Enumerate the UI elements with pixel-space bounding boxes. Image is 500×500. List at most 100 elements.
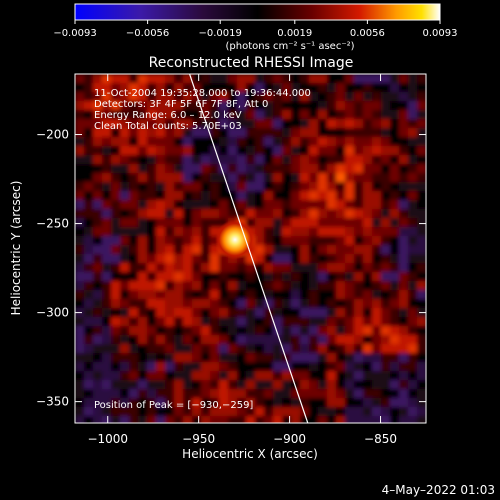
heatmap-cell xyxy=(282,290,292,300)
heatmap-cell xyxy=(399,353,409,363)
heatmap-cell xyxy=(372,407,382,417)
heatmap-cell xyxy=(228,74,238,84)
heatmap-cell xyxy=(93,164,103,174)
heatmap-cell xyxy=(192,272,202,282)
heatmap-cell xyxy=(255,110,265,120)
heatmap-cell xyxy=(390,173,400,183)
heatmap-cell xyxy=(336,398,346,408)
heatmap-cell xyxy=(183,146,193,156)
heatmap-cell xyxy=(93,110,103,120)
heatmap-cell xyxy=(93,362,103,372)
heatmap-cell xyxy=(264,344,274,354)
heatmap-cell xyxy=(363,173,373,183)
heatmap-cell xyxy=(318,128,328,138)
heatmap-cell xyxy=(201,209,211,219)
heatmap-cell xyxy=(183,308,193,318)
heatmap-cell xyxy=(273,407,283,417)
heatmap-cell xyxy=(372,245,382,255)
heatmap-cell xyxy=(363,389,373,399)
heatmap-cell xyxy=(111,119,121,129)
heatmap-cell xyxy=(246,362,256,372)
heatmap-cell xyxy=(165,101,175,111)
heatmap-cell xyxy=(129,326,139,336)
heatmap-cell xyxy=(363,146,373,156)
heatmap-cell xyxy=(93,101,103,111)
heatmap-cell xyxy=(183,236,193,246)
heatmap-cell xyxy=(102,92,112,102)
heatmap-cell xyxy=(147,200,157,210)
heatmap-cell xyxy=(147,308,157,318)
heatmap-cell xyxy=(345,317,355,327)
heatmap-cell xyxy=(174,254,184,264)
heatmap-cell xyxy=(327,92,337,102)
heatmap-cell xyxy=(345,182,355,192)
heatmap-cell xyxy=(129,218,139,228)
heatmap-cell xyxy=(228,317,238,327)
heatmap-cell xyxy=(174,191,184,201)
heatmap-cell xyxy=(237,299,247,309)
heatmap-cell xyxy=(210,74,220,84)
heatmap-cell xyxy=(327,416,337,423)
heatmap-cell xyxy=(381,398,391,408)
heatmap-cell xyxy=(417,335,426,345)
heatmap-cell xyxy=(354,110,364,120)
heatmap-cell xyxy=(210,344,220,354)
heatmap-cell xyxy=(255,101,265,111)
heatmap-cell xyxy=(399,182,409,192)
heatmap-cell xyxy=(120,164,130,174)
heatmap-cell xyxy=(300,389,310,399)
heatmap-cell xyxy=(363,407,373,417)
heatmap-cell xyxy=(174,236,184,246)
heatmap-cell xyxy=(237,272,247,282)
heatmap-cell xyxy=(93,155,103,165)
heatmap-cell xyxy=(246,281,256,291)
heatmap-cell xyxy=(156,407,166,417)
heatmap-cell xyxy=(201,182,211,192)
heatmap-cell xyxy=(120,299,130,309)
heatmap-cell xyxy=(156,389,166,399)
heatmap-cell xyxy=(363,317,373,327)
heatmap-cell xyxy=(408,389,418,399)
heatmap-cell xyxy=(282,281,292,291)
heatmap-cell xyxy=(165,146,175,156)
heatmap-cell xyxy=(282,407,292,417)
x-tick-label: −850 xyxy=(364,432,397,446)
heatmap-cell xyxy=(372,101,382,111)
heatmap-cell xyxy=(390,164,400,174)
heatmap-cell xyxy=(228,326,238,336)
heatmap-cell xyxy=(120,281,130,291)
heatmap-cell xyxy=(381,110,391,120)
heatmap-cell xyxy=(111,137,121,147)
heatmap-cell xyxy=(417,407,426,417)
heatmap-cell xyxy=(381,200,391,210)
heatmap-cell xyxy=(228,416,238,423)
heatmap-cell xyxy=(75,389,85,399)
heatmap-cell xyxy=(390,407,400,417)
heatmap-cell xyxy=(174,182,184,192)
heatmap-cell xyxy=(147,218,157,228)
heatmap-cell xyxy=(120,83,130,93)
heatmap-cell xyxy=(147,83,157,93)
heatmap-cell xyxy=(192,317,202,327)
heatmap-cell xyxy=(336,380,346,390)
heatmap-cell xyxy=(300,281,310,291)
heatmap-cell xyxy=(318,227,328,237)
heatmap-cell xyxy=(138,380,148,390)
heatmap-cell xyxy=(75,155,85,165)
heatmap-cell xyxy=(111,182,121,192)
heatmap-cell xyxy=(102,74,112,84)
heatmap-cell xyxy=(300,290,310,300)
heatmap-cell xyxy=(183,92,193,102)
heatmap-cell xyxy=(372,191,382,201)
heatmap-cell xyxy=(237,173,247,183)
heatmap-cell xyxy=(147,245,157,255)
heatmap-cell xyxy=(246,308,256,318)
heatmap-cell xyxy=(300,407,310,417)
heatmap-cell xyxy=(354,254,364,264)
heatmap-cell xyxy=(255,272,265,282)
heatmap-cell xyxy=(282,389,292,399)
heatmap-cell xyxy=(291,218,301,228)
heatmap-cell xyxy=(84,344,94,354)
heatmap-cell xyxy=(264,236,274,246)
heatmap-cell xyxy=(93,218,103,228)
